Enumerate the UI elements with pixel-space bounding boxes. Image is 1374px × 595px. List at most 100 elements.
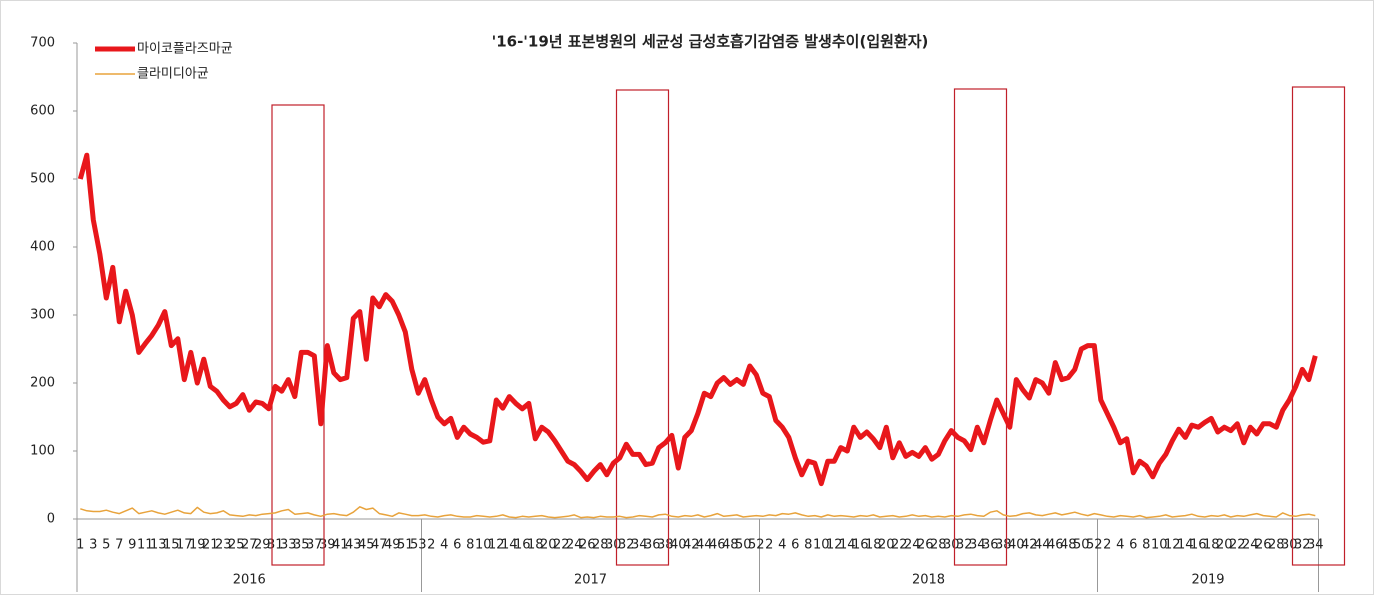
x-tick-label: 4 (778, 538, 786, 553)
x-tick-label: 32 (1294, 538, 1311, 553)
x-tick-label: 42 (1021, 538, 1038, 553)
x-tick-label: 18 (865, 538, 882, 553)
x-tick-label: 12 (826, 538, 843, 553)
x-tick-label: 32 (618, 538, 635, 553)
x-tick-label: 28 (1268, 538, 1285, 553)
x-tick-label: 32 (956, 538, 973, 553)
x-tick-label: 12 (1164, 538, 1181, 553)
x-tick-label: 36 (644, 538, 661, 553)
y-tick-label: 0 (47, 512, 55, 527)
y-tick-label: 400 (30, 240, 55, 255)
x-tick-label: 17 (176, 538, 193, 553)
x-tick-label: 22 (1229, 538, 1246, 553)
x-tick-label: 7 (115, 538, 123, 553)
x-tick-label: 52 (1086, 538, 1103, 553)
x-tick-label: 39 (319, 538, 336, 553)
x-tick-label: 42 (683, 538, 700, 553)
x-tick-label: 50 (735, 538, 752, 553)
x-tick-label: 4 (1116, 538, 1124, 553)
x-tick-label: 45 (358, 538, 375, 553)
series-line (80, 506, 1316, 519)
y-tick-label: 300 (30, 308, 55, 323)
x-tick-label: 30 (605, 538, 622, 553)
x-tick-label: 38 (657, 538, 674, 553)
legend-label: 마이코플라즈마균 (137, 42, 233, 57)
x-tick-label: 52 (748, 538, 765, 553)
x-tick-label: 5 (102, 538, 110, 553)
year-label: 2016 (233, 573, 266, 588)
year-label: 2018 (912, 573, 945, 588)
x-tick-label: 8 (466, 538, 474, 553)
x-tick-label: 46 (709, 538, 726, 553)
x-tick-label: 34 (969, 538, 986, 553)
x-tick-label: 14 (501, 538, 518, 553)
y-tick-label: 100 (30, 444, 55, 459)
x-tick-label: 22 (553, 538, 570, 553)
y-tick-label: 200 (30, 376, 55, 391)
x-tick-label: 16 (852, 538, 869, 553)
x-tick-label: 28 (592, 538, 609, 553)
x-tick-label: 16 (1190, 538, 1207, 553)
x-tick-label: 29 (254, 538, 271, 553)
x-tick-label: 14 (839, 538, 856, 553)
x-tick-label: 6 (453, 538, 461, 553)
x-tick-label: 14 (1177, 538, 1194, 553)
x-tick-label: 6 (791, 538, 799, 553)
x-tick-label: 25 (228, 538, 245, 553)
x-tick-label: 43 (345, 538, 362, 553)
x-tick-label: 2 (765, 538, 773, 553)
x-tick-label: 44 (1034, 538, 1051, 553)
x-tick-label: 4 (440, 538, 448, 553)
x-tick-label: 40 (670, 538, 687, 553)
x-tick-label: 15 (163, 538, 180, 553)
x-tick-label: 1 (76, 538, 84, 553)
series-line (77, 152, 1318, 487)
y-tick-label: 600 (30, 104, 55, 119)
x-tick-label: 13 (150, 538, 167, 553)
x-tick-label: 6 (1129, 538, 1137, 553)
x-tick-label: 2 (1103, 538, 1111, 553)
highlight-box (271, 104, 325, 566)
x-tick-label: 35 (293, 538, 310, 553)
x-tick-label: 28 (930, 538, 947, 553)
year-label: 2019 (1191, 573, 1224, 588)
x-tick-label: 53 (410, 538, 427, 553)
x-tick-label: 30 (943, 538, 960, 553)
x-tick-label: 21 (202, 538, 219, 553)
x-tick-label: 2 (427, 538, 435, 553)
x-tick-label: 30 (1281, 538, 1298, 553)
x-tick-label: 26 (917, 538, 934, 553)
x-tick-label: 9 (128, 538, 136, 553)
x-tick-label: 12 (488, 538, 505, 553)
x-tick-label: 20 (1216, 538, 1233, 553)
x-tick-label: 49 (384, 538, 401, 553)
highlight-box (953, 88, 1008, 566)
x-tick-label: 40 (1008, 538, 1025, 553)
x-tick-label: 38 (995, 538, 1012, 553)
x-tick-label: 20 (878, 538, 895, 553)
x-tick-label: 16 (514, 538, 531, 553)
x-tick-label: 18 (1203, 538, 1220, 553)
x-tick-label: 22 (891, 538, 908, 553)
x-tick-label: 18 (527, 538, 544, 553)
x-tick-label: 48 (722, 538, 739, 553)
x-tick-label: 20 (540, 538, 557, 553)
x-tick-label: 47 (371, 538, 388, 553)
x-tick-label: 24 (1242, 538, 1259, 553)
x-tick-label: 44 (696, 538, 713, 553)
x-tick-label: 10 (813, 538, 830, 553)
x-tick-label: 23 (215, 538, 232, 553)
year-label: 2017 (574, 573, 607, 588)
y-tick-label: 500 (30, 172, 55, 187)
x-tick-label: 24 (566, 538, 583, 553)
x-tick-label: 8 (1142, 538, 1150, 553)
x-tick-label: 41 (332, 538, 349, 553)
x-tick-label: 10 (475, 538, 492, 553)
x-tick-label: 34 (1307, 538, 1324, 553)
x-tick-label: 3 (89, 538, 97, 553)
highlight-box (615, 89, 670, 566)
x-tick-label: 33 (280, 538, 297, 553)
x-tick-label: 26 (1255, 538, 1272, 553)
